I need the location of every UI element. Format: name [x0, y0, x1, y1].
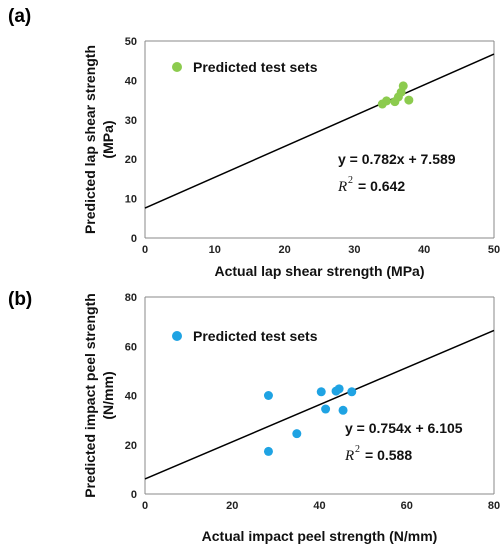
panel-a-x-tick-0: 0	[142, 244, 148, 256]
panel-a-points	[377, 81, 414, 109]
panel-b-y-axis-title: Predicted impact peel strength (N/mm)	[82, 293, 116, 498]
panel-b-legend-marker	[172, 331, 182, 341]
panel-a-r2-exponent: 2	[348, 175, 353, 186]
panel-b-equation: y = 0.754x + 6.105	[345, 420, 463, 436]
panel-b-y-ticks: 0 20 40 60 80	[125, 292, 137, 501]
panel-a-y-tick-1: 10	[125, 194, 137, 206]
panel-b-x-axis-title: Actual impact peel strength (N/mm)	[202, 528, 438, 544]
panel-a-r2-value: = 0.642	[358, 178, 405, 194]
panel-a-legend-marker	[172, 62, 182, 72]
panel-b-y-axis-title-line2: (N/mm)	[100, 371, 116, 419]
panel-b-y-tick-2: 40	[125, 391, 137, 403]
panel-a-y-tick-0: 0	[131, 233, 137, 245]
panel-b-x-tick-3: 60	[401, 500, 413, 512]
panel-a-y-tick-5: 50	[125, 36, 137, 48]
panel-b-y-tick-3: 60	[125, 341, 137, 353]
panel-a-x-tick-3: 30	[348, 244, 360, 256]
panel-b-r2-exponent: 2	[355, 444, 360, 455]
panel-b-data-point-3	[316, 387, 326, 397]
panel-a-label: (a)	[8, 6, 31, 27]
panel-b-data-point-0	[263, 391, 273, 400]
panel-b-data-point-2	[292, 429, 302, 439]
panel-a-x-ticks: 0 10 20 30 40 50	[142, 244, 500, 256]
panel-a-legend-label: Predicted test sets	[193, 59, 318, 75]
panel-b-x-ticks: 0 20 40 60 80	[142, 500, 500, 512]
panel-b-data-point-8	[347, 387, 357, 397]
panel-a-fit-line	[144, 53, 495, 209]
panel-a-y-axis-title-line1: Predicted lap shear strength	[82, 45, 98, 234]
panel-b-fit-line	[144, 329, 495, 480]
panel-b-x-tick-1: 20	[226, 500, 238, 512]
panel-a-x-tick-1: 10	[209, 244, 221, 256]
panel-a-plot-area	[144, 40, 495, 239]
panel-b: (b) 0 20 40 60 80 0 20 40 60 80 Predicte…	[8, 289, 500, 544]
panel-a-y-tick-4: 40	[125, 75, 137, 87]
panel-b-y-tick-1: 20	[125, 440, 137, 452]
panel-a: (a) 0 10 20 30 40 50 0 10 20 30 40 50	[8, 6, 500, 279]
panel-b-y-tick-0: 0	[131, 489, 137, 501]
panel-a-y-tick-2: 20	[125, 154, 137, 166]
panel-a-data-point-5	[398, 81, 408, 91]
panel-b-x-tick-0: 0	[142, 500, 148, 512]
panel-b-data-point-4	[321, 404, 331, 414]
panel-a-r2: R 2 = 0.642	[337, 175, 405, 195]
panel-a-x-tick-5: 50	[488, 244, 500, 256]
panel-a-y-ticks: 0 10 20 30 40 50	[125, 36, 137, 245]
panel-b-r2-symbol: R	[344, 448, 354, 464]
panel-b-r2: R 2 = 0.588	[344, 444, 412, 464]
panel-b-x-tick-2: 40	[313, 500, 325, 512]
panel-b-data-point-1	[263, 446, 273, 456]
panel-b-data-point-7	[338, 405, 348, 415]
panel-a-y-axis-title-line2: (MPa)	[100, 120, 116, 158]
panel-b-plot-area	[144, 296, 495, 495]
panel-b-x-tick-4: 80	[488, 500, 500, 512]
panel-a-x-tick-4: 40	[418, 244, 430, 256]
panel-b-label: (b)	[8, 289, 32, 310]
panel-b-y-axis-title-line1: Predicted impact peel strength	[82, 293, 98, 498]
panel-b-points	[263, 384, 357, 456]
panel-a-x-tick-2: 20	[278, 244, 290, 256]
panel-a-y-axis-title: Predicted lap shear strength (MPa)	[82, 45, 116, 234]
panel-a-legend: Predicted test sets	[172, 59, 318, 75]
panel-b-legend-label: Predicted test sets	[193, 328, 318, 344]
panel-b-y-tick-4: 80	[125, 292, 137, 304]
panel-a-r2-symbol: R	[337, 179, 347, 195]
panel-a-data-point-6	[404, 95, 414, 105]
panel-b-r2-value: = 0.588	[365, 447, 412, 463]
panel-b-legend: Predicted test sets	[172, 328, 318, 344]
panel-a-y-tick-3: 30	[125, 115, 137, 127]
panel-a-data-point-1	[382, 96, 392, 106]
panel-a-x-axis-title: Actual lap shear strength (MPa)	[214, 263, 424, 279]
panel-b-data-point-6	[334, 384, 344, 394]
panel-a-equation: y = 0.782x + 7.589	[338, 151, 456, 167]
